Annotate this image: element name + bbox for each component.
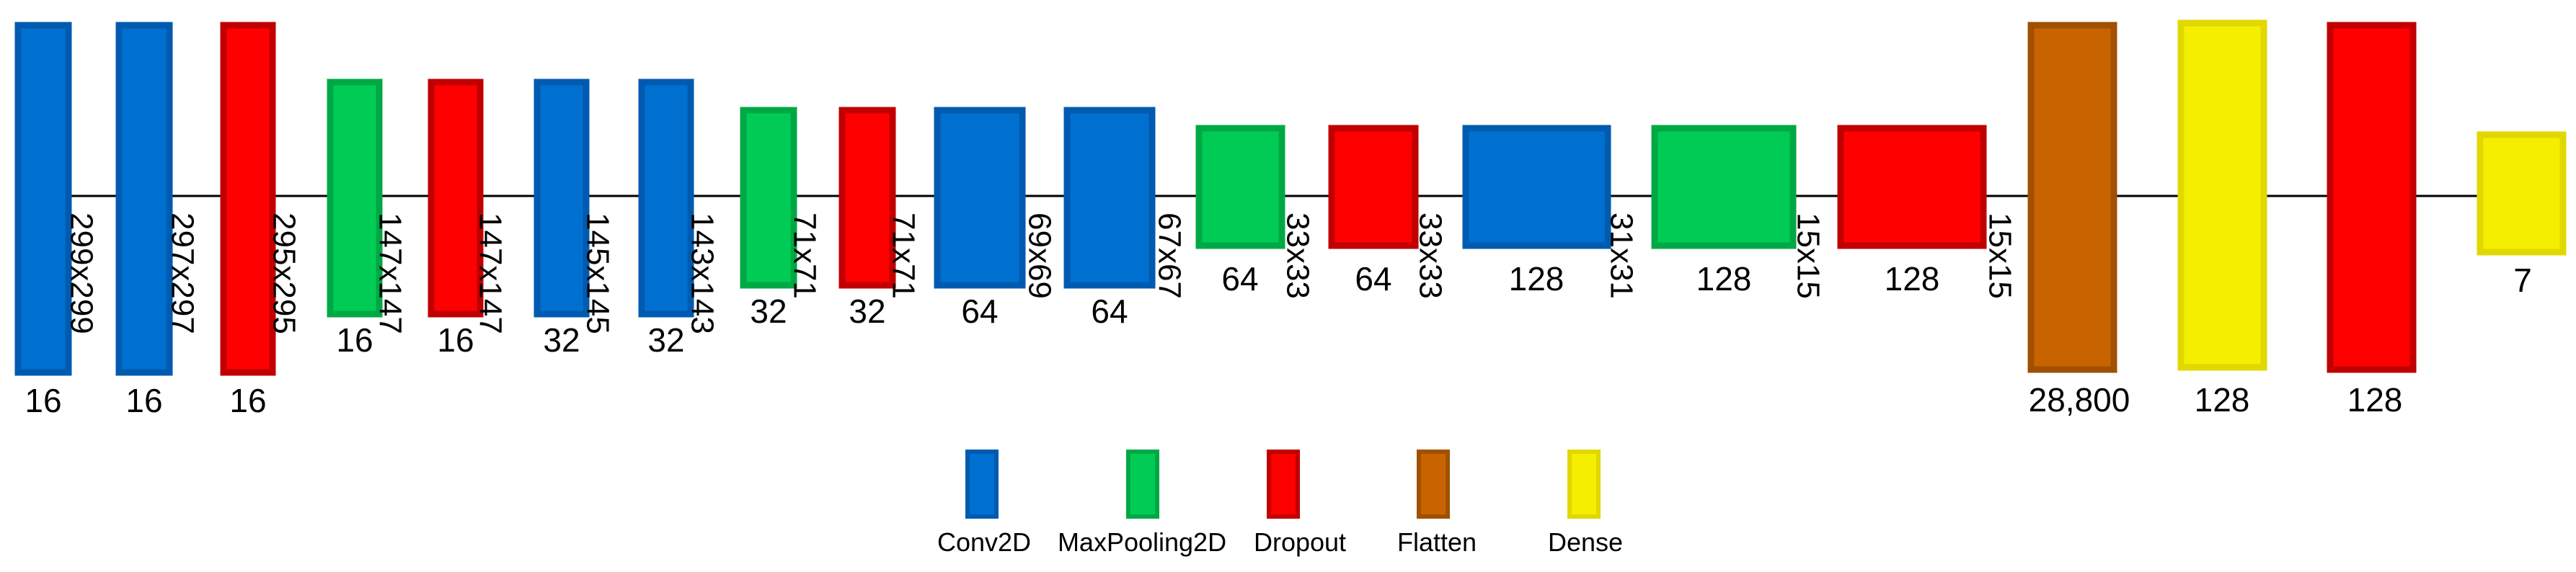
legend-label: Flatten [1397, 527, 1477, 557]
legend-swatch-dense [1567, 450, 1601, 519]
dimension-labels: 299x299 297x297 295x295 147x147 147x147 145x1… [64, 213, 2018, 334]
layer-box-dropout [838, 107, 896, 289]
dimension-label: 33x33 [1280, 213, 1316, 299]
layer-size-label: 32 [647, 321, 684, 359]
dimension-label: 71x71 [886, 213, 921, 299]
dimension-label: 295x295 [267, 213, 302, 334]
dimension-label: 147x147 [373, 213, 408, 334]
layer-size-label: 64 [1221, 260, 1258, 298]
layer-size-label: 16 [229, 382, 266, 419]
legend-label: Dense [1548, 527, 1623, 557]
layer-box-conv2d [934, 107, 1026, 289]
dimension-label: 147x147 [473, 213, 508, 334]
layer-box-maxpooling2d [1195, 125, 1285, 249]
layer-box-dropout [428, 79, 484, 318]
dimension-label: 15x15 [1791, 213, 1826, 299]
layer-box-conv2d [14, 22, 72, 376]
dimension-label: 71x71 [787, 213, 823, 299]
layer-size-label: 16 [125, 382, 162, 419]
layer-size-label: 64 [961, 292, 998, 330]
layer-box-maxpooling2d [740, 107, 797, 289]
layer-size-label: 32 [543, 321, 580, 359]
legend-label: Conv2D [937, 527, 1031, 557]
layer-size-label: 7 [2513, 262, 2532, 299]
layer-size-label: 128 [2195, 381, 2250, 419]
legend-swatch-conv2d [965, 450, 999, 519]
legend-swatch-flatten [1417, 450, 1450, 519]
layer-box-maxpooling2d [1651, 125, 1797, 249]
dimension-label: 15x15 [1983, 213, 2018, 299]
legend-label: Dropout [1254, 527, 1346, 557]
layer-box-dropout [220, 22, 276, 376]
legend-swatch-maxpooling2d [1126, 450, 1159, 519]
layer-size-label: 28,800 [2029, 381, 2130, 419]
layer-box-conv2d [1063, 107, 1156, 289]
layer-box-dropout [1328, 125, 1419, 249]
dimension-label: 33x33 [1413, 213, 1448, 299]
layer-box-flatten [2027, 22, 2117, 373]
dimension-label: 31x31 [1604, 213, 1639, 299]
layer-box-dropout [2327, 22, 2417, 373]
dimension-label: 143x143 [685, 213, 720, 334]
layer-size-label: 64 [1091, 292, 1128, 330]
legend-label: MaxPooling2D [1058, 527, 1226, 557]
layer-box-conv2d [115, 22, 173, 376]
layer-size-label: 16 [336, 321, 373, 359]
layer-size-label: 16 [25, 382, 61, 419]
dimension-label: 145x145 [580, 213, 616, 334]
layer-size-label: 128 [1509, 260, 1564, 298]
dimension-label: 67x67 [1152, 213, 1187, 299]
layer-box-dropout [1837, 125, 1987, 249]
dimension-label: 299x299 [64, 213, 99, 334]
layer-size-label: 128 [2347, 381, 2403, 419]
legend-swatch-dropout [1267, 450, 1300, 519]
layer-box-maxpooling2d [327, 79, 383, 318]
dimension-label: 297x297 [165, 213, 200, 334]
legend: Conv2D MaxPooling2D Dropout Flatten Dense [937, 450, 1623, 557]
layer-size-label: 128 [1885, 260, 1940, 298]
layer-box-conv2d [1462, 125, 1611, 249]
layer-size-label: 32 [849, 292, 885, 330]
layers: 16 16 16 16 16 32 32 32 32 64 64 64 64 128 128 128 28,80… [14, 19, 2567, 419]
dimension-label: 69x69 [1022, 213, 1058, 299]
layer-size-label: 64 [1355, 260, 1391, 298]
layer-box-dense [2477, 131, 2567, 256]
layer-box-conv2d [638, 79, 694, 318]
layer-size-label: 128 [1696, 260, 1752, 298]
layer-box-conv2d [534, 79, 590, 318]
layer-size-label: 16 [437, 321, 474, 359]
layer-box-dense [2177, 19, 2267, 371]
layer-size-label: 32 [750, 292, 787, 330]
